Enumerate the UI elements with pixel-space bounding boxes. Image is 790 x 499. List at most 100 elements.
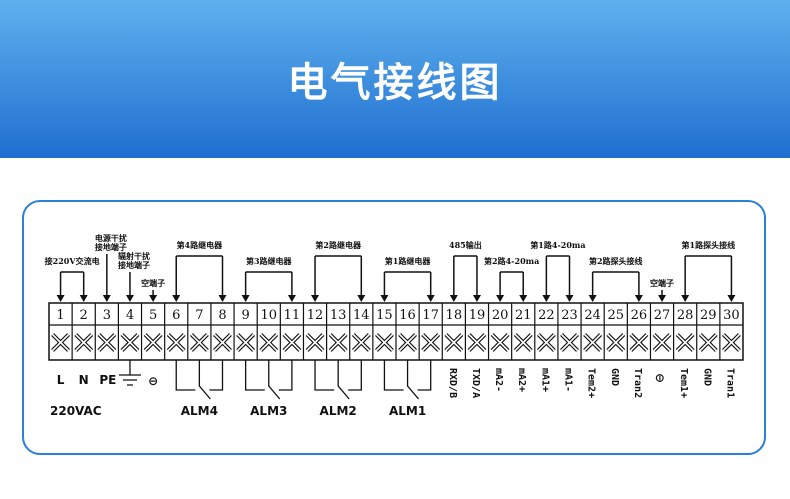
terminal-number: 27 — [654, 308, 671, 323]
terminal-number: 25 — [607, 308, 624, 323]
terminal-function-label: GND — [609, 368, 620, 386]
terminal-number: 12 — [307, 308, 324, 323]
terminal-number: 15 — [376, 308, 393, 323]
label-N: N — [79, 373, 89, 387]
screw-icon-highlight — [399, 333, 417, 352]
terminal-number: 11 — [284, 308, 301, 323]
relay-contact-icon — [244, 360, 293, 400]
terminal-number: 14 — [353, 308, 370, 323]
arrow-head-icon — [79, 295, 88, 302]
screw-icon-highlight — [52, 333, 70, 352]
relay-contact-icon — [383, 360, 432, 400]
arrow-head-icon — [102, 295, 111, 302]
terminal-number: 7 — [195, 308, 203, 323]
screw-icon-highlight — [375, 333, 393, 352]
screw-icon-highlight — [722, 333, 740, 352]
screw-icon-highlight — [422, 333, 440, 352]
group-label: 第3路继电器 — [246, 256, 293, 266]
screw-icon-highlight — [75, 333, 93, 352]
arrow-head-icon — [241, 295, 250, 302]
terminal-number: 17 — [422, 308, 439, 323]
single-label: 空端子 — [141, 278, 165, 288]
relay-contact-icon — [314, 360, 362, 400]
single-label: 辐射干扰 — [118, 251, 150, 261]
relay-label: ALM3 — [250, 404, 287, 418]
group-label: 第2路4-20ma — [484, 256, 539, 266]
terminal-number: 20 — [492, 308, 509, 323]
screw-icon-highlight — [445, 333, 463, 352]
terminal-number: 29 — [700, 308, 717, 323]
single-label: 接地端子 — [95, 242, 127, 252]
relay-contact-icon — [175, 360, 224, 400]
arrow-head-icon — [125, 295, 134, 302]
terminal-number: 10 — [260, 308, 277, 323]
single-label: 空端子 — [650, 278, 674, 288]
screw-icon-highlight — [98, 333, 116, 352]
screw-icon-highlight — [584, 333, 602, 352]
label-L: L — [57, 373, 65, 387]
single-label: 电源干扰 — [95, 233, 127, 243]
terminal-number: 6 — [172, 308, 180, 323]
terminal-number: 2 — [80, 308, 88, 323]
label-PE: PE — [99, 373, 116, 387]
screw-icon-highlight — [306, 333, 324, 352]
terminal-number: 22 — [538, 308, 555, 323]
relay-label: ALM2 — [320, 404, 357, 418]
arrow-head-icon — [519, 295, 528, 302]
empty-symbol: ⊖ — [653, 373, 667, 383]
terminal-function-label: mA1- — [563, 368, 574, 392]
terminal-function-label: Tem2+ — [586, 368, 597, 398]
arrow-head-icon — [311, 295, 320, 302]
arrow-head-icon — [588, 295, 597, 302]
arrow-head-icon — [357, 295, 366, 302]
arrow-head-icon — [496, 295, 505, 302]
terminal-function-label: Tran1 — [724, 368, 735, 398]
screw-icon-highlight — [607, 333, 625, 352]
screw-icon-highlight — [514, 333, 532, 352]
screw-icon-highlight — [676, 333, 694, 352]
relay-label: ALM4 — [181, 404, 218, 418]
screw-icon-highlight — [329, 333, 347, 352]
group-label: 第2路继电器 — [315, 240, 362, 250]
arrow-head-icon — [172, 295, 181, 302]
terminal-number: 28 — [677, 308, 694, 323]
terminal-function-label: RXD/B — [447, 368, 458, 398]
arrow-head-icon — [472, 295, 481, 302]
terminal-number: 16 — [399, 308, 416, 323]
terminal-number: 4 — [126, 308, 134, 323]
arrow-head-icon — [149, 295, 158, 302]
group-label: 第1路继电器 — [385, 256, 432, 266]
diagram-panel — [22, 200, 766, 455]
screw-icon-highlight — [237, 333, 255, 352]
terminal-number: 26 — [631, 308, 648, 323]
terminal-number: 13 — [330, 308, 347, 323]
page-title: 电气接线图 — [287, 60, 503, 106]
relay-label: ALM1 — [389, 404, 426, 418]
terminal-function-label: Tran2 — [632, 368, 643, 398]
arrow-head-icon — [218, 295, 227, 302]
screw-icon-highlight — [121, 333, 139, 352]
voltage-label: 220VAC — [50, 404, 102, 418]
terminal-number: 3 — [103, 308, 111, 323]
screw-icon-highlight — [699, 333, 717, 352]
terminal-number: 9 — [241, 308, 249, 323]
arrow-head-icon — [681, 295, 690, 302]
screw-icon-highlight — [352, 333, 370, 352]
group-label: 接220V交流电 — [45, 256, 100, 266]
terminal-number: 19 — [469, 308, 486, 323]
screw-icon-highlight — [560, 333, 579, 352]
terminal-function-label: Tem1+ — [678, 368, 689, 398]
terminal-number: 18 — [446, 308, 463, 323]
arrow-head-icon — [56, 295, 65, 302]
screw-icon-highlight — [491, 333, 509, 352]
screw-icon-highlight — [144, 333, 162, 352]
screw-icon-highlight — [260, 333, 278, 352]
terminal-function-label: TXD/A — [470, 368, 481, 398]
screw-icon-highlight — [283, 333, 301, 352]
terminal-function-label: GND — [701, 368, 712, 386]
terminal-number: 24 — [584, 308, 601, 323]
group-label: 第4路继电器 — [177, 240, 224, 250]
screw-icon-highlight — [213, 333, 232, 352]
screw-icon-highlight — [167, 333, 185, 352]
group-label: 第1路4-20ma — [530, 240, 585, 250]
